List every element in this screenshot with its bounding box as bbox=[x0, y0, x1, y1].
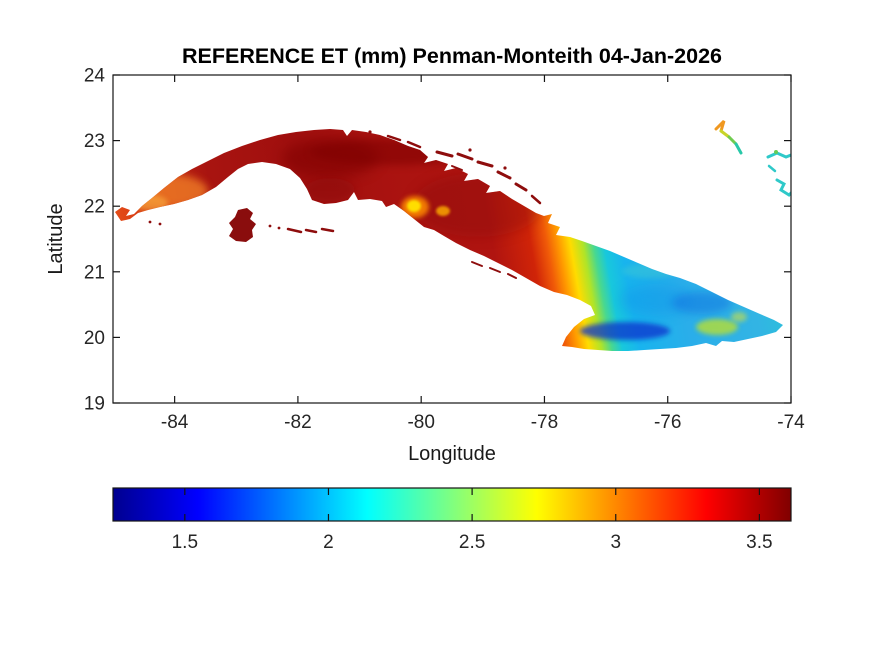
y-tick-label: 20 bbox=[84, 328, 105, 349]
bright-spot-2 bbox=[436, 206, 450, 216]
cay-streak bbox=[286, 227, 303, 234]
island-streak-yellowgreen bbox=[719, 129, 731, 139]
cay-streak bbox=[451, 165, 463, 171]
colorbar bbox=[112, 487, 792, 522]
guantanamo-green-patch bbox=[696, 319, 738, 335]
plot-box bbox=[112, 74, 792, 404]
cay-streak bbox=[456, 152, 474, 161]
colorbar-tick-label: 3 bbox=[610, 532, 621, 553]
island-streak-orange bbox=[714, 119, 726, 133]
cays-group bbox=[148, 130, 542, 279]
x-tick-label: -76 bbox=[654, 412, 681, 433]
x-tick-label: -84 bbox=[161, 412, 189, 433]
cay-streak bbox=[496, 170, 512, 180]
oriente-mid-blue bbox=[620, 284, 690, 316]
x-tick-label: -74 bbox=[777, 412, 805, 433]
cay-streak bbox=[435, 150, 454, 158]
colorbar-tick-label: 3.5 bbox=[746, 532, 772, 553]
map-layer bbox=[115, 119, 791, 351]
island-streak-cyan bbox=[766, 151, 791, 159]
y-tick-label: 24 bbox=[84, 66, 106, 87]
cay-streak bbox=[530, 194, 542, 205]
zapata-maroon-zone bbox=[305, 178, 355, 202]
cay-dot bbox=[268, 224, 272, 228]
chart-title: REFERENCE ET (mm) Penman-Monteith 04-Jan… bbox=[182, 44, 722, 68]
oriente-blue-patch bbox=[672, 292, 732, 314]
y-tick-label: 21 bbox=[84, 262, 105, 283]
colorbar-tick-label: 1.5 bbox=[172, 532, 198, 553]
cay-streak bbox=[386, 134, 402, 142]
cay-dot bbox=[158, 222, 162, 226]
cay-streak bbox=[471, 261, 483, 267]
colorbar-tick-label: 2 bbox=[323, 532, 334, 553]
x-tick-label: -80 bbox=[407, 412, 434, 433]
x-tick-label: -82 bbox=[284, 412, 311, 433]
isla-de-la-juventud-shape bbox=[229, 208, 256, 242]
y-tick-label: 19 bbox=[84, 394, 105, 415]
guantanamo-green-2 bbox=[731, 312, 747, 322]
cay-streak bbox=[489, 267, 501, 273]
colorbar-ticks-layer: 1.5 2 2.5 3 3.5 bbox=[172, 488, 773, 553]
y-axis-label: Latitude bbox=[45, 203, 67, 274]
colorbar-tick-label: 2.5 bbox=[459, 532, 485, 553]
cay-streak bbox=[514, 182, 528, 192]
island-streak-cyan bbox=[775, 178, 791, 197]
island-streak-green bbox=[727, 135, 738, 146]
bright-spot-core bbox=[407, 200, 421, 212]
cay-streak bbox=[320, 227, 335, 233]
cay-dot bbox=[503, 166, 507, 170]
y-tick-label: 23 bbox=[84, 131, 105, 152]
south-coast-deep-blue bbox=[580, 322, 670, 340]
offshore-island-streaks bbox=[714, 119, 791, 197]
x-tick-label: -78 bbox=[531, 412, 558, 433]
cay-dot bbox=[277, 226, 281, 230]
cay-dot bbox=[368, 130, 372, 134]
cuba-mainland-shape bbox=[115, 129, 783, 351]
y-tick-label: 22 bbox=[84, 197, 105, 218]
island-streak-cyan bbox=[767, 164, 777, 173]
cay-dot bbox=[148, 220, 152, 224]
cay-streak bbox=[304, 228, 318, 234]
cay-streak bbox=[406, 140, 422, 149]
x-axis-label: Longitude bbox=[408, 443, 496, 465]
island-dot-green bbox=[774, 150, 778, 154]
cay-streak bbox=[476, 160, 494, 168]
island-streak-teal bbox=[734, 142, 743, 155]
axes-layer: -84 -82 -80 -78 -76 -74 19 20 21 22 23 24 bbox=[84, 66, 805, 434]
cay-dot bbox=[468, 148, 472, 152]
cay-streak bbox=[507, 273, 517, 279]
